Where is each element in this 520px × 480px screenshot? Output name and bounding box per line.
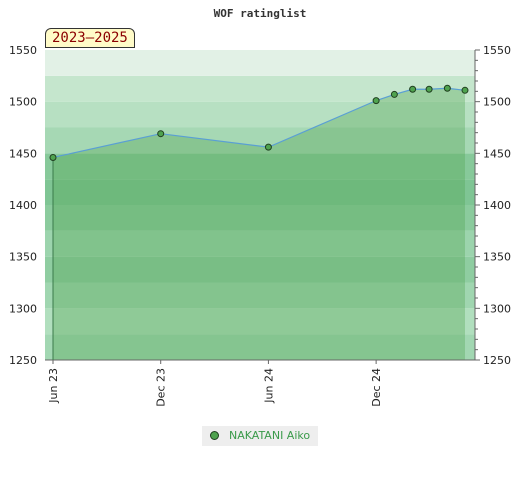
- data-point[interactable]: [443, 84, 451, 92]
- x-tick-label: Dec 23: [155, 368, 168, 407]
- x-tick-label: Jun 23: [47, 368, 60, 404]
- legend-marker-icon: [210, 431, 219, 440]
- y-tick-label-right: 1550: [483, 44, 511, 57]
- y-tick-label-right: 1400: [483, 199, 511, 212]
- background-band: [45, 153, 475, 180]
- background-band: [45, 205, 475, 231]
- legend-label: NAKATANI Aiko: [229, 429, 311, 442]
- series-points: [49, 84, 469, 161]
- background-band: [45, 127, 475, 154]
- y-tick-label-left: 1300: [9, 302, 37, 315]
- data-point[interactable]: [409, 85, 417, 93]
- data-point[interactable]: [461, 86, 469, 94]
- y-tick-label-left: 1350: [9, 251, 37, 264]
- y-tick-label-right: 1350: [483, 251, 511, 264]
- y-tick-label-left: 1450: [9, 147, 37, 160]
- background-band: [45, 334, 475, 360]
- y-tick-label-right: 1250: [483, 354, 511, 367]
- y-tick-label-left: 1400: [9, 199, 37, 212]
- background-band: [45, 179, 475, 205]
- background-band: [45, 101, 475, 128]
- series-area-fill: [53, 88, 465, 360]
- y-tick-label-right: 1450: [483, 147, 511, 160]
- data-point[interactable]: [372, 97, 380, 105]
- data-point[interactable]: [390, 90, 398, 98]
- period-label: 2023–2025: [45, 28, 135, 48]
- y-tick-label-right: 1300: [483, 302, 511, 315]
- axes: 1250 1250 1300 1300 1350 1350 1400 1400 1450 1450…: [9, 44, 511, 407]
- legend[interactable]: NAKATANI Aiko: [202, 426, 319, 446]
- background-band: [45, 75, 475, 102]
- background-band: [45, 308, 475, 335]
- background-band: [45, 256, 475, 283]
- background-band: [45, 282, 475, 309]
- data-point[interactable]: [425, 85, 433, 93]
- background-bands: [45, 50, 475, 360]
- data-point[interactable]: [49, 153, 57, 161]
- x-tick-label: Dec 24: [370, 368, 383, 407]
- y-tick-label-left: 1500: [9, 96, 37, 109]
- chart-title: WOF ratinglist: [214, 7, 307, 20]
- y-tick-label-left: 1550: [9, 44, 37, 57]
- y-tick-label-left: 1250: [9, 354, 37, 367]
- x-tick-label: Jun 24: [262, 368, 275, 404]
- background-band: [45, 230, 475, 257]
- data-point[interactable]: [264, 143, 272, 151]
- background-band: [45, 50, 475, 76]
- data-point[interactable]: [157, 130, 165, 138]
- y-tick-label-right: 1500: [483, 96, 511, 109]
